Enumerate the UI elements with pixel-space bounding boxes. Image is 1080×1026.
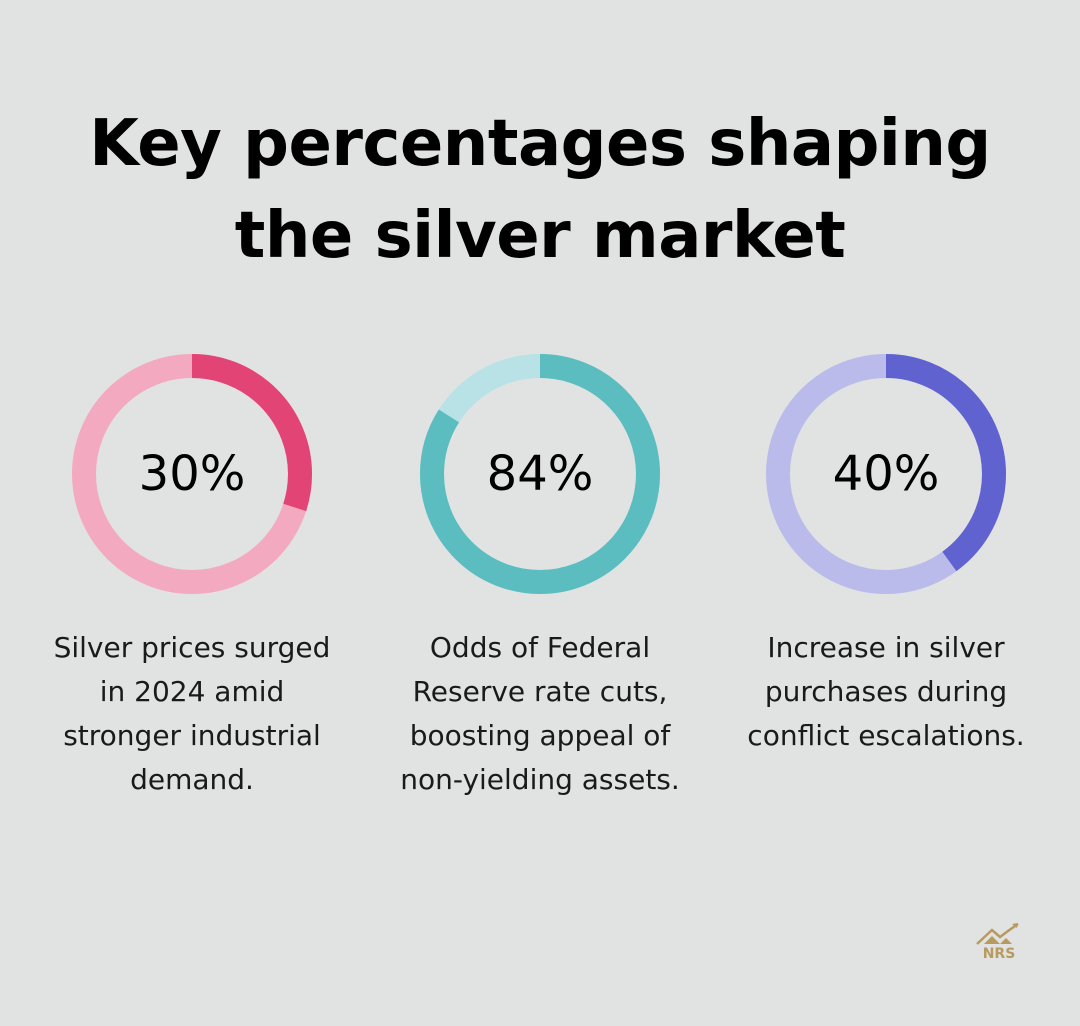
title-line-2: the silver market — [234, 199, 846, 273]
nrs-logo: NRS — [974, 922, 1024, 964]
stat-description: Odds of Federal Reserve rate cuts, boost… — [400, 631, 680, 796]
logo-text: NRS — [982, 946, 1016, 962]
stat-value: 30% — [138, 446, 246, 502]
stat-description: Silver prices surged in 2024 amid strong… — [53, 631, 331, 796]
stat-value: 40% — [832, 446, 940, 502]
page-title: Key percentages shaping the silver marke… — [0, 98, 1080, 282]
stat-value: 84% — [486, 446, 594, 502]
stat-description: Increase in silver purchases during conf… — [747, 631, 1025, 752]
house-chart-icon — [976, 922, 1019, 945]
donut-ring-2 — [420, 354, 660, 594]
donut-ring-3 — [766, 354, 1006, 594]
donut-ring-1 — [72, 354, 312, 594]
title-line-1: Key percentages shaping — [89, 107, 991, 181]
